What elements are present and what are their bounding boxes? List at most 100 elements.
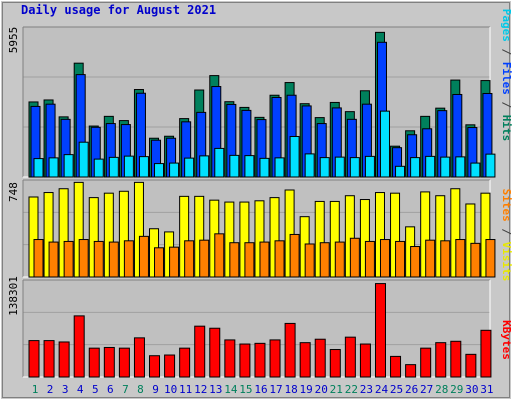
top-bar-pages: [33, 158, 44, 178]
day-label: 26: [405, 383, 418, 396]
bottom-bar-kbytes: [194, 325, 206, 378]
day-label: 23: [360, 383, 373, 396]
top-bar-pages: [214, 147, 225, 178]
bottom-bar-kbytes: [374, 283, 386, 378]
bottom-bar-kbytes: [149, 355, 161, 378]
top-bar-pages: [319, 157, 330, 178]
day-label: 9: [152, 383, 159, 396]
top-bar-pages: [244, 155, 255, 178]
bottom-bar-kbytes: [224, 339, 236, 378]
middle-bar-sites: [364, 240, 375, 278]
day-label: 6: [107, 383, 114, 396]
day-label: 7: [122, 383, 129, 396]
middle-bar-sites: [93, 240, 104, 278]
middle-bar-sites: [63, 240, 74, 278]
middle-bar-sites: [379, 239, 390, 278]
legend-entry: Hits: [500, 115, 512, 142]
top-bar-pages: [138, 156, 149, 178]
middle-bar-sites: [259, 241, 270, 278]
bottom-bar-kbytes: [133, 337, 145, 378]
middle-bar-sites: [455, 239, 466, 278]
day-label: 15: [239, 383, 252, 396]
middle-bar-sites: [169, 246, 180, 278]
middle-bar-visits: [58, 188, 69, 278]
top-bar-pages: [108, 156, 119, 178]
day-label: 18: [284, 383, 297, 396]
bottom-bar-kbytes: [344, 336, 356, 378]
top-bar-pages: [259, 157, 270, 178]
bottom-bar-kbytes: [390, 355, 402, 378]
top-bar-pages: [78, 141, 89, 178]
top-bar-pages: [410, 157, 421, 178]
top-bar-pages: [154, 163, 165, 178]
top-legend: Pages / Files / Hits: [500, 9, 512, 142]
top-bar-pages: [199, 155, 210, 178]
middle-bar-sites: [244, 242, 255, 278]
day-label: 20: [315, 383, 328, 396]
top-bar-pages: [395, 165, 406, 178]
top-bar-pages: [440, 156, 451, 178]
middle-bar-sites: [138, 235, 149, 278]
bottom-bar-kbytes: [28, 340, 40, 378]
day-label: 31: [480, 383, 493, 396]
middle-bar-sites: [108, 241, 119, 278]
bottom-bar-kbytes: [164, 354, 176, 378]
bottom-bar-kbytes: [103, 346, 115, 378]
middle-bar-sites: [199, 239, 210, 278]
top-bar-pages: [229, 154, 240, 178]
top-bar-pages: [379, 110, 390, 178]
day-label: 16: [254, 383, 267, 396]
bottom-bar-kbytes: [299, 342, 311, 378]
middle-bar-sites: [274, 240, 285, 278]
bottom-bar-kbytes: [58, 341, 70, 378]
bottom-bar-kbytes: [118, 347, 130, 378]
bottom-bar-kbytes: [73, 315, 85, 378]
day-label: 22: [345, 383, 358, 396]
top-bar-pages: [169, 162, 180, 178]
chart-title: Daily usage for August 2021: [21, 3, 217, 17]
middle-bar-sites: [33, 239, 44, 278]
day-label: 24: [375, 383, 389, 396]
legend-entry: Pages: [500, 9, 512, 42]
middle-bar-sites: [184, 240, 195, 278]
day-label: 1: [32, 383, 39, 396]
middle-legend: Sites / Visits: [500, 189, 512, 282]
day-label: 14: [224, 383, 238, 396]
middle-bar-sites: [214, 233, 225, 278]
middle-bar-sites: [440, 240, 451, 278]
top-bar-pages: [289, 135, 300, 178]
top-bar-pages: [304, 153, 315, 178]
middle-bar-sites: [470, 242, 481, 278]
top-bar-pages: [349, 157, 360, 178]
middle-bar-sites: [395, 240, 406, 278]
middle-bar-sites: [48, 241, 59, 278]
top-bar-pages: [364, 155, 375, 178]
day-label: 19: [300, 383, 313, 396]
top-max-label: 5955: [7, 27, 20, 54]
bottom-bar-kbytes: [420, 347, 432, 378]
bottom-bar-kbytes: [465, 353, 477, 378]
middle-bar-sites: [123, 240, 134, 278]
middle-bar-sites: [304, 243, 315, 278]
bottom-bar-kbytes: [450, 340, 462, 378]
middle-bar-sites: [229, 242, 240, 278]
bottom-bar-kbytes: [239, 343, 251, 378]
bottom-bar-kbytes: [359, 343, 371, 378]
bottom-bar-kbytes: [269, 339, 281, 378]
bottom-bar-kbytes: [209, 327, 221, 378]
bottom-bar-kbytes: [254, 342, 266, 378]
bottom-max-label: 138301: [7, 276, 20, 316]
bottom-bar-kbytes: [284, 322, 296, 378]
bottom-bar-kbytes: [88, 347, 100, 378]
middle-max-label: 748: [7, 182, 20, 202]
day-label: 27: [420, 383, 433, 396]
middle-bar-sites: [154, 247, 165, 278]
day-label: 21: [330, 383, 343, 396]
legend-entry: Visits: [500, 242, 512, 282]
day-label: 13: [209, 383, 222, 396]
bottom-bar-kbytes: [314, 338, 326, 378]
bottom-bar-kbytes: [435, 342, 447, 378]
middle-bar-sites: [349, 237, 360, 278]
